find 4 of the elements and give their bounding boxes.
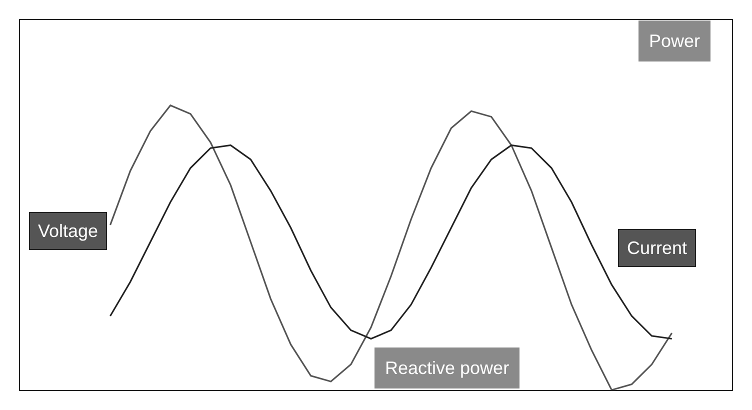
series-label: Current (627, 238, 688, 258)
series-label: Voltage (38, 221, 98, 241)
annotation: Reactive power (385, 358, 510, 378)
text: Power (649, 31, 700, 51)
